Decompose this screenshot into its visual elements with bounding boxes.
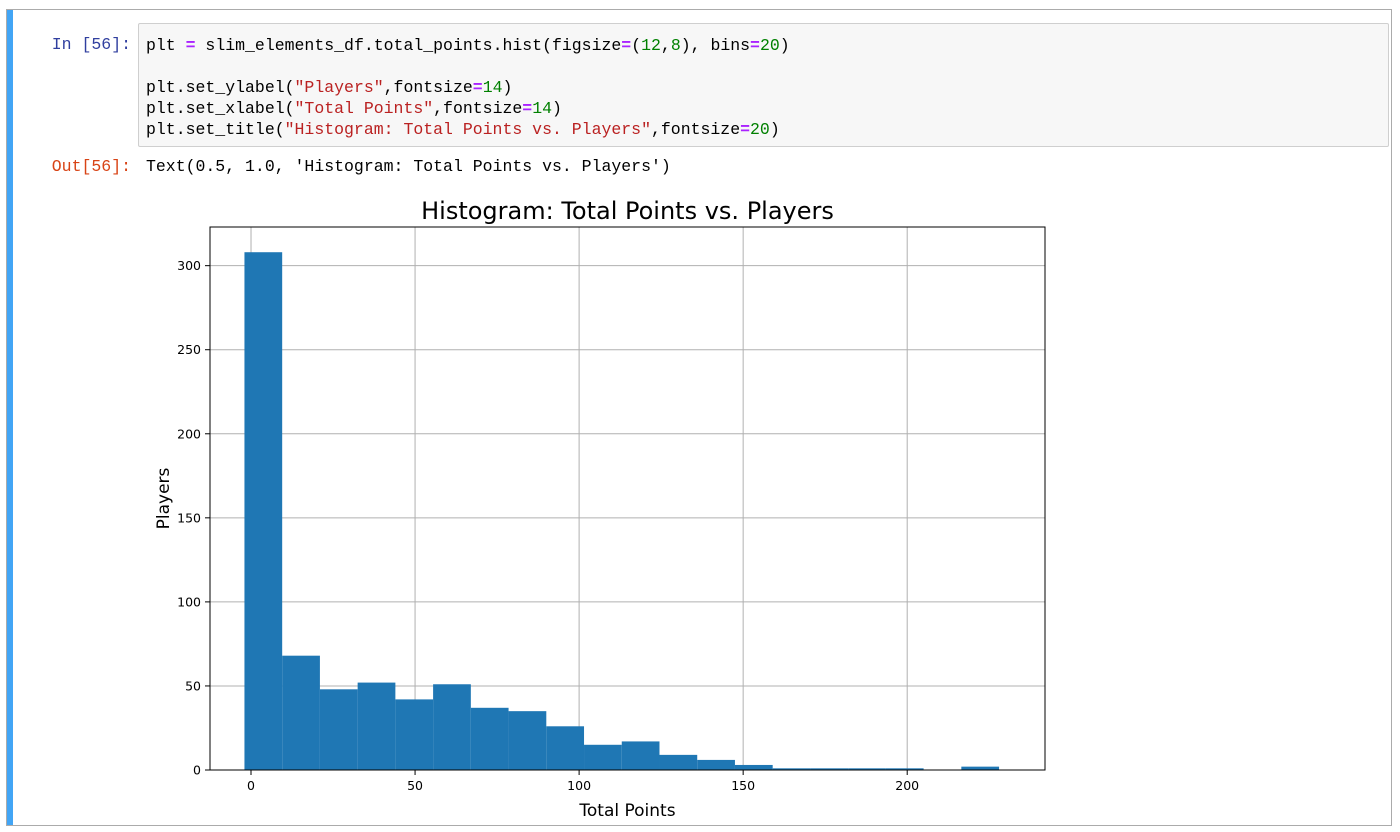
histogram-bar [357, 682, 396, 770]
histogram-chart: 0 50 100 150 200 0 50 100 150 200 250 300 Histogram… [154, 197, 1046, 818]
code-token: 20 [759, 36, 780, 55]
histogram-bar [244, 252, 283, 770]
code-token: slim_elements_df.total_points.hist(figsi… [195, 36, 622, 55]
y-tick-label: 300 [177, 258, 201, 273]
code-token: , [660, 36, 671, 55]
output-prompt: Out[56]: [51, 157, 131, 176]
selected-cell-indicator [7, 10, 13, 825]
code-token: 14 [532, 99, 552, 118]
histogram-bar [659, 754, 698, 770]
x-axis-label: Total Points [578, 801, 675, 818]
histogram-bar [810, 768, 849, 770]
chart-bars [244, 252, 1000, 770]
histogram-bar [885, 768, 924, 770]
notebook-cell[interactable]: In [56]: plt = slim_elements_df.total_po… [6, 9, 1392, 826]
y-tick-label: 200 [177, 426, 201, 441]
x-tick-label: 100 [567, 778, 591, 793]
code-token: plt [146, 36, 186, 55]
code-token: = [472, 78, 483, 97]
histogram-bar [734, 764, 773, 770]
code-token: plt.set_xlabel( [146, 99, 295, 118]
code-token: "Total Points" [294, 99, 434, 118]
code-token: = [740, 120, 751, 139]
input-prompt: In [56]: [51, 35, 131, 54]
code-token: ) [769, 120, 780, 139]
histogram-bar [697, 759, 735, 770]
chart-grid [210, 227, 1045, 771]
chart-ticks: 0 50 100 150 200 0 50 100 150 200 250 300 [177, 258, 919, 793]
histogram-bar [433, 684, 471, 770]
x-tick-label: 200 [895, 778, 919, 793]
histogram-bar [282, 655, 320, 770]
code-token: 12 [641, 36, 661, 55]
code-token: plt.set_title( [146, 120, 285, 139]
code-token: ), bins [680, 36, 751, 55]
code-token: = [185, 36, 196, 55]
code-token: ) [552, 99, 562, 118]
histogram-bar [395, 699, 434, 770]
output-text: Text(0.5, 1.0, 'Histogram: Total Points … [146, 157, 671, 176]
code-token: 20 [750, 120, 770, 139]
code-token: "Histogram: Total Points vs. Players" [284, 120, 651, 139]
code-token: = [522, 99, 533, 118]
code-token: = [750, 36, 760, 55]
code-token: = [621, 36, 632, 55]
histogram-bar [319, 689, 358, 770]
x-tick-label: 150 [731, 778, 755, 793]
x-tick-label: 50 [407, 778, 423, 793]
code-token: ) [779, 36, 790, 55]
code-input-area[interactable]: plt = slim_elements_df.total_points.hist… [138, 23, 1389, 147]
code-token: ,fontsize [433, 99, 523, 118]
y-tick-label: 100 [177, 594, 201, 609]
code-token: 14 [482, 78, 503, 97]
y-tick-label: 150 [177, 510, 201, 525]
code-token: "Players" [294, 78, 384, 97]
y-tick-label: 0 [193, 763, 201, 778]
x-tick-label: 0 [247, 778, 255, 793]
histogram-bar [961, 766, 1000, 770]
chart-title: Histogram: Total Points vs. Players [421, 197, 834, 225]
code-token: ) [502, 78, 513, 97]
code-token: ( [631, 36, 642, 55]
code-token: plt.set_ylabel( [146, 78, 295, 97]
y-axis-label: Players [154, 467, 174, 529]
histogram-bar [546, 726, 585, 770]
code-token: ,fontsize [383, 78, 473, 97]
y-tick-label: 250 [177, 342, 201, 357]
histogram-bar [508, 711, 547, 770]
histogram-bar [848, 768, 886, 770]
plot-frame [209, 226, 1046, 771]
histogram-bar [621, 741, 660, 770]
code-token: ,fontsize [651, 120, 741, 139]
code-token: 8 [670, 36, 681, 55]
code-editor[interactable]: plt = slim_elements_df.total_points.hist… [146, 35, 790, 140]
y-tick-label: 50 [185, 678, 201, 693]
histogram-bar [772, 768, 811, 770]
histogram-bar [470, 707, 509, 770]
histogram-bar [584, 744, 622, 770]
